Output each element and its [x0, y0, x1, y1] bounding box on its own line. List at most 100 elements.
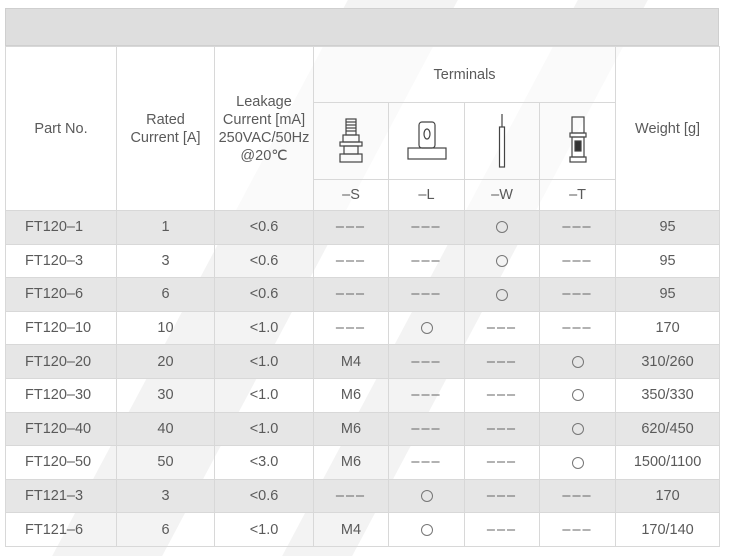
not-available-dash: ––– [335, 286, 367, 303]
not-available-dash: ––– [562, 286, 593, 303]
cell-value: <1.0 [249, 320, 279, 337]
cell-value: 40 [157, 420, 174, 437]
cell-value: M4 [340, 353, 362, 370]
cell-rated-current: 6 [116, 277, 215, 312]
cell-value: <3.0 [249, 454, 279, 471]
table-title-bar [5, 8, 719, 46]
terminal-code-s: –S [313, 179, 389, 211]
cell-rated-current: 6 [116, 512, 215, 547]
cell-value: FT121–3 [25, 488, 84, 505]
cell-value: 3 [161, 252, 170, 269]
cell-terminal-t: ––– [538, 512, 617, 547]
cell-part-no: FT120–6 [5, 277, 117, 312]
header-terminals: Terminals [312, 46, 617, 103]
cell-weight: 170 [615, 310, 721, 346]
cell-weight: 170 [615, 478, 721, 514]
spec-table-container: Part No. Rated Current [A] Leakage Curre… [5, 8, 721, 547]
cell-value: <1.0 [249, 387, 279, 404]
cell-value: FT120–3 [25, 252, 84, 269]
not-available-dash: ––– [486, 521, 518, 538]
cell-value: 50 [157, 454, 174, 471]
not-available-dash: ––– [335, 252, 367, 269]
cell-value: FT121–6 [25, 521, 84, 538]
cell-value: <0.6 [249, 252, 279, 269]
cell-terminal-t [538, 377, 617, 413]
header-leakage-current: Leakage Current [mA] 250VAC/50Hz @20℃ [214, 46, 314, 211]
cell-value: <1.0 [249, 521, 279, 538]
not-available-dash: ––– [486, 488, 518, 505]
cell-terminal-s: M4 [313, 512, 389, 547]
availability-circle-icon [420, 490, 433, 503]
cell-terminal-t [538, 344, 617, 379]
cell-value: M6 [340, 387, 362, 404]
availability-circle-icon [571, 423, 584, 436]
cell-weight: 310/260 [615, 344, 721, 379]
cell-part-no: FT120–1 [5, 210, 117, 245]
cell-value: 6 [161, 521, 170, 538]
cell-terminal-w [464, 210, 540, 245]
availability-circle-icon [496, 255, 508, 268]
cell-terminal-l [388, 512, 465, 547]
not-available-dash: ––– [411, 353, 442, 370]
cell-weight: 170/140 [615, 512, 721, 547]
cell-terminal-w: ––– [464, 512, 540, 547]
not-available-dash: ––– [335, 320, 367, 337]
table-row: FT121–6 6 <1.0 M4 ––– ––– 170/140 [5, 512, 721, 547]
cell-terminal-w: ––– [464, 411, 540, 447]
cell-part-no: FT121–6 [5, 512, 117, 547]
terminal-code-w: –W [464, 179, 540, 211]
not-available-dash: ––– [486, 387, 518, 404]
cell-terminal-s: ––– [313, 277, 389, 312]
screw-stud-terminal-icon [313, 102, 389, 180]
cell-leakage: <0.6 [214, 243, 314, 279]
cell-terminal-l: ––– [388, 445, 465, 480]
cell-part-no: FT120–30 [5, 377, 117, 413]
cell-value: FT120–10 [25, 320, 92, 337]
table-row: FT120–20 20 <1.0 M4 ––– ––– 310/260 [5, 344, 721, 379]
header-rated-current: Rated Current [A] [116, 46, 215, 211]
terminal-code-t: –T [538, 179, 617, 211]
table-row: FT120–40 40 <1.0 M6 ––– ––– 620/450 [5, 411, 721, 447]
cell-terminal-t: ––– [538, 478, 617, 514]
availability-circle-icon [420, 322, 433, 335]
fast-on-terminal-icon [538, 102, 617, 180]
cell-rated-current: 20 [116, 344, 215, 379]
cell-value: <0.6 [249, 488, 279, 505]
cell-value: <1.0 [249, 420, 279, 437]
not-available-dash: ––– [411, 454, 442, 471]
cell-rated-current: 10 [116, 310, 215, 346]
cell-terminal-w: ––– [464, 310, 540, 346]
cell-terminal-t: ––– [538, 243, 617, 279]
cell-rated-current: 3 [116, 478, 215, 514]
cell-value: 6 [161, 286, 170, 303]
wire-lead-terminal-icon [464, 102, 540, 180]
cell-part-no: FT120–10 [5, 310, 117, 346]
cell-value: M6 [340, 420, 362, 437]
not-available-dash: ––– [562, 320, 593, 337]
cell-value: 3 [161, 488, 170, 505]
cell-value: 95 [659, 286, 676, 303]
not-available-dash: ––– [411, 286, 442, 303]
cell-terminal-l: ––– [388, 210, 465, 245]
cell-value: 30 [157, 387, 174, 404]
availability-circle-icon [496, 288, 508, 301]
cell-terminal-t: ––– [538, 310, 617, 346]
not-available-dash: ––– [486, 320, 518, 337]
not-available-dash: ––– [486, 454, 518, 471]
cell-terminal-l [388, 310, 465, 346]
cell-terminal-s: ––– [313, 210, 389, 245]
table-row: FT120–10 10 <1.0 ––– ––– ––– 170 [5, 310, 721, 346]
cell-rated-current: 1 [116, 210, 215, 245]
cell-value: 310/260 [641, 353, 694, 370]
cell-part-no: FT120–20 [5, 344, 117, 379]
cell-terminal-w [464, 277, 540, 312]
cell-value: <0.6 [249, 219, 279, 236]
cell-value: FT120–50 [25, 454, 92, 471]
cell-part-no: FT120–50 [5, 445, 117, 480]
availability-circle-icon [420, 523, 433, 536]
cell-terminal-t: ––– [538, 277, 617, 312]
cell-terminal-s: M6 [313, 411, 389, 447]
not-available-dash: ––– [411, 252, 442, 269]
availability-circle-icon [496, 221, 508, 234]
cell-value: <1.0 [249, 353, 279, 370]
